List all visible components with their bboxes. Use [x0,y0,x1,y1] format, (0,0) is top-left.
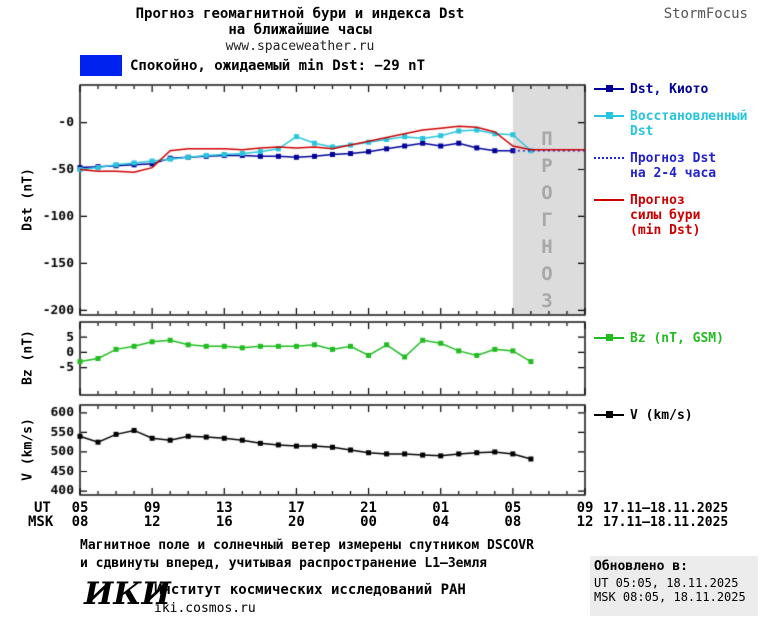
x-tick-label: 01 [432,500,450,516]
dst-panel-canvas [20,81,591,319]
msk-row-label: MSK [28,514,54,530]
x-tick-label: 21 [360,500,377,516]
x-tick-label: 08 [71,514,89,530]
x-tick-label: 20 [287,514,305,530]
header: Прогноз геомагнитной бури и индекса Dst … [60,6,540,54]
legend-label: V (km/s) [630,408,693,423]
data-source-note-line2: и сдвинуты вперед, учитывая распростране… [80,556,487,571]
dst-legend: Dst, Киото Восстановленный Dst Прогноз Dst н… [594,82,760,250]
x-tick-label: 09 [576,500,594,516]
v-axis-title: V (km/s) [20,418,36,481]
legend-marker-icon [594,82,624,97]
msk-date-range: 17.11–18.11.2025 [603,515,729,530]
updated-msk: MSK 08:05, 18.11.2025 [594,590,746,604]
x-tick-label: 12 [576,514,594,530]
legend-label: Прогноз Dst на 2-4 часа [630,151,717,181]
legend-item: Восстановленный Dst [594,109,760,139]
legend-marker-icon [594,109,624,124]
legend-marker-icon [594,408,624,423]
page-title-line1: Прогноз геомагнитной бури и индекса Dst [135,6,465,22]
forecast-band-label: ПРОГНОЗ [536,128,558,317]
ut-date-range: 17.11–18.11.2025 [603,501,729,516]
page-title-line2: на ближайшие часы [228,22,372,38]
updated-ut: UT 05:05, 18.11.2025 [594,576,739,590]
x-tick-label: 16 [215,514,233,530]
status-label: Спокойно, ожидаемый min Dst: −29 nT [130,58,426,74]
legend-marker-icon [594,151,624,166]
legend-item: V (km/s) [594,408,760,423]
legend-label: Восстановленный Dst [630,109,748,139]
x-tick-label: 05 [71,500,89,516]
dst-axis-title: Dst (nT) [20,168,36,231]
legend-label: Dst, Киото [630,82,709,97]
legend-item: Прогноз Dst на 2-4 часа [594,151,760,181]
legend-item: Прогноз силы бури (min Dst) [594,193,760,238]
iki-logo: ИКИ [84,576,171,612]
legend-label: Прогноз силы бури (min Dst) [630,193,701,238]
x-tick-label: 04 [432,514,450,530]
bz-panel-canvas [20,318,591,399]
legend-item: Dst, Киото [594,82,760,97]
legend-label: Bz (nT, GSM) [630,331,724,346]
x-tick-label: 05 [504,500,522,516]
spaceweather-url: www.spaceweather.ru [225,39,375,54]
x-tick-label: 08 [504,514,522,530]
iki-url: iki.cosmos.ru [154,601,256,616]
legend-marker-icon [594,193,624,208]
status-swatch [80,55,122,76]
x-tick-label: 12 [143,514,161,530]
updated-box: Обновлено в: UT 05:05, 18.11.2025 MSK 08… [590,556,758,616]
ut-row-label: UT [34,500,51,516]
x-tick-label: 00 [360,514,377,530]
x-tick-label: 17 [287,500,305,516]
brand-label: StormFocus [663,6,748,22]
v-legend: V (km/s) [594,408,760,435]
updated-label: Обновлено в: [594,559,688,574]
data-source-note-line1: Магнитное поле и солнечный ветер измерен… [80,538,534,553]
v-panel-canvas [20,401,591,499]
legend-item: Bz (nT, GSM) [594,331,760,346]
institute-name: Институт космических исследований РАН [154,582,466,598]
x-tick-label: 09 [143,500,161,516]
legend-marker-icon [594,331,624,346]
bz-legend: Bz (nT, GSM) [594,331,760,358]
x-tick-label: 13 [215,500,233,516]
